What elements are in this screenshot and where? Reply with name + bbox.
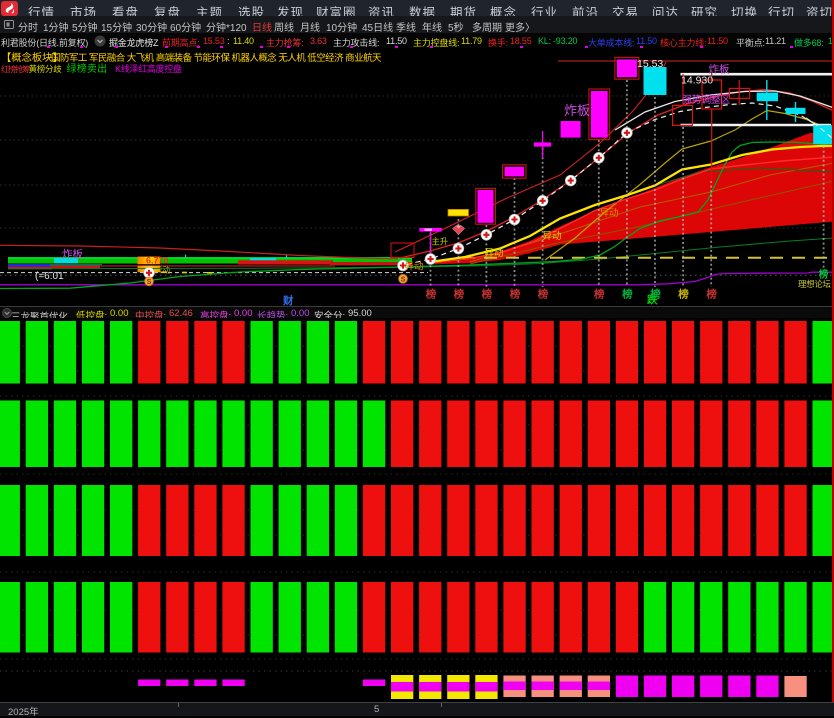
svg-text:14.930: 14.930 (681, 75, 713, 87)
svg-text:6.770: 6.770 (146, 255, 169, 265)
svg-text:(=6.01: (=6.01 (35, 271, 64, 282)
svg-text:榜: 榜 (454, 288, 465, 301)
svg-text:榜: 榜 (706, 288, 717, 301)
svg-text:榜: 榜 (538, 288, 549, 301)
svg-text:榜: 榜 (510, 288, 521, 301)
svg-text:异动: 异动 (485, 248, 504, 259)
svg-text:炸板: 炸板 (564, 103, 590, 118)
svg-text:榜: 榜 (819, 268, 829, 280)
svg-text:炸板: 炸板 (62, 248, 83, 261)
svg-text:财: 财 (282, 294, 294, 306)
svg-text:异动: 异动 (405, 261, 424, 272)
svg-text:强势调整区: 强势调整区 (682, 93, 730, 106)
svg-text:榜: 榜 (426, 288, 437, 301)
svg-text:榜: 榜 (678, 288, 689, 301)
svg-text:K线泽红高度控盘: K线泽红高度控盘 (115, 63, 182, 74)
svg-text:S: S (401, 276, 406, 283)
svg-text:主升: 主升 (432, 236, 449, 246)
svg-text:绿榜卖出: 绿榜卖出 (67, 62, 108, 75)
svg-text:榜: 榜 (650, 288, 661, 301)
svg-text:榜: 榜 (594, 288, 605, 301)
svg-text:红榜抢筹: 红榜抢筹 (1, 64, 30, 74)
svg-text:S: S (147, 279, 152, 286)
svg-text:异动: 异动 (600, 208, 619, 219)
svg-text:15.53: 15.53 (637, 58, 663, 70)
svg-text:国防军工 军民融合 大飞机 高端装备 节能环保 机器人概念: 国防军工 军民融合 大飞机 高端装备 节能环保 机器人概念 无人机 低空经济 商… (51, 52, 382, 64)
svg-text:异动: 异动 (543, 231, 562, 242)
svg-text:异动: 异动 (155, 265, 170, 275)
svg-text:榜: 榜 (482, 288, 493, 301)
svg-text:榜: 榜 (622, 288, 633, 301)
svg-text:黄榜分歧: 黄榜分歧 (29, 63, 63, 74)
